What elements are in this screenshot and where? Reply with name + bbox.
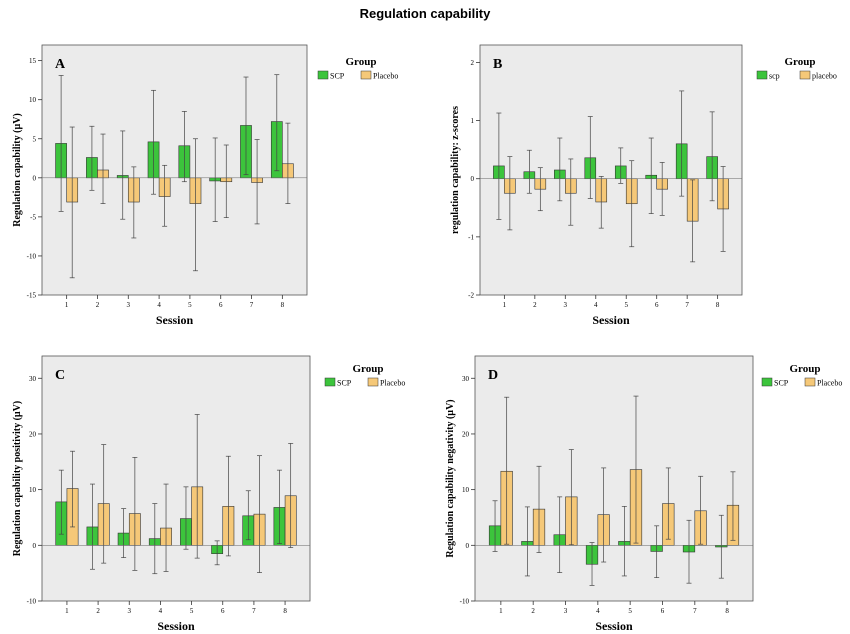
y-tick-label: -5 <box>30 213 36 221</box>
x-tick-label: 8 <box>283 607 287 615</box>
x-tick-label: 2 <box>531 607 535 615</box>
plot-area <box>41 355 311 602</box>
panel-label: C <box>55 368 65 383</box>
x-tick-label: 2 <box>96 301 100 309</box>
x-tick-label: 5 <box>628 607 632 615</box>
chart-panel-b: B -2 -1 0 1 2 regulation capability: z-scores S… <box>450 44 837 327</box>
x-tick-label: 3 <box>564 607 568 615</box>
y-tick-label: 2 <box>471 59 475 67</box>
x-tick-label: 5 <box>188 301 192 309</box>
y-tick-label: 10 <box>29 96 37 104</box>
x-tick-label: 7 <box>685 301 689 309</box>
chart-panel-c: C -10 0 10 20 30 Regulation capability positiv… <box>12 355 405 633</box>
y-axis-label: regulation capability: z-scores <box>450 106 461 234</box>
legend-swatch-scp <box>324 377 336 387</box>
x-tick-label: 3 <box>127 301 131 309</box>
y-tick-label: 15 <box>29 57 37 65</box>
x-tick-label: 6 <box>655 301 659 309</box>
legend-swatch-scp <box>317 70 329 80</box>
legend-swatch-placebo <box>804 377 816 387</box>
x-tick-label: 6 <box>219 301 223 309</box>
y-tick-label: 0 <box>471 175 475 183</box>
legend-entry: SCP <box>337 379 352 388</box>
y-tick-label: -2 <box>468 292 474 300</box>
x-axis-label: Session <box>156 313 194 327</box>
x-tick-label: 6 <box>221 607 225 615</box>
panel-label: D <box>488 368 498 383</box>
x-tick-label: 8 <box>281 301 285 309</box>
x-tick-label: 1 <box>65 607 69 615</box>
legend-swatch-scp <box>756 70 768 80</box>
x-tick-label: 8 <box>716 301 720 309</box>
y-tick-label: 20 <box>29 430 37 438</box>
y-axis-label: Regulation capability (µV) <box>12 113 23 227</box>
legend-entry: Placebo <box>817 379 842 388</box>
x-tick-label: 1 <box>65 301 69 309</box>
legend-title: Group <box>346 56 377 68</box>
y-tick-label: -10 <box>27 252 37 260</box>
x-tick-label: 8 <box>725 607 729 615</box>
legend-entry: SCP <box>774 379 789 388</box>
y-tick-label: 0 <box>33 542 37 550</box>
legend-swatch-placebo <box>799 70 811 80</box>
y-tick-label: 30 <box>462 375 470 383</box>
legend-title: Group <box>785 56 816 68</box>
x-tick-label: 4 <box>159 607 163 615</box>
x-tick-label: 3 <box>128 607 132 615</box>
x-tick-label: 2 <box>96 607 100 615</box>
x-tick-label: 5 <box>624 301 628 309</box>
panel-label: A <box>55 57 66 72</box>
x-tick-label: 1 <box>499 607 503 615</box>
legend-entry: scp <box>769 72 780 81</box>
plot-area <box>474 355 754 602</box>
y-tick-label: 0 <box>33 174 37 182</box>
legend-swatch-placebo <box>360 70 372 80</box>
x-tick-label: 3 <box>564 301 568 309</box>
x-tick-label: 4 <box>594 301 598 309</box>
y-tick-label: 0 <box>466 542 470 550</box>
legend-swatch-placebo <box>367 377 379 387</box>
legend-swatch-scp <box>761 377 773 387</box>
x-axis-label: Session <box>595 619 633 633</box>
y-tick-label: -1 <box>468 233 474 241</box>
figure-title: Regulation capability <box>359 6 491 21</box>
y-tick-label: -10 <box>27 598 37 606</box>
legend-title: Group <box>790 363 821 375</box>
plot-area <box>479 44 743 296</box>
x-tick-label: 2 <box>533 301 537 309</box>
x-axis-label: Session <box>157 619 195 633</box>
y-axis-label: Regulation capability negativity (µV) <box>445 399 456 557</box>
legend-entry: Placebo <box>373 72 398 81</box>
legend-title: Group <box>353 363 384 375</box>
y-tick-label: 10 <box>29 486 37 494</box>
x-tick-label: 7 <box>252 607 256 615</box>
x-tick-label: 6 <box>661 607 665 615</box>
x-tick-label: 7 <box>250 301 254 309</box>
y-tick-label: -15 <box>27 292 37 300</box>
x-tick-label: 4 <box>157 301 161 309</box>
panel-label: B <box>493 57 502 72</box>
y-tick-label: 20 <box>462 430 470 438</box>
x-tick-label: 4 <box>596 607 600 615</box>
y-axis-label: Regulation capability positivity (µV) <box>12 401 23 557</box>
x-axis-label: Session <box>592 313 630 327</box>
x-tick-label: 7 <box>693 607 697 615</box>
legend-entry: SCP <box>330 72 345 81</box>
y-tick-label: 1 <box>471 117 475 125</box>
y-tick-label: 10 <box>462 486 470 494</box>
legend-entry: placebo <box>812 72 837 81</box>
x-tick-label: 1 <box>503 301 507 309</box>
x-tick-label: 5 <box>190 607 194 615</box>
y-tick-label: 5 <box>33 135 37 143</box>
plot-area <box>41 44 308 296</box>
y-tick-label: -10 <box>460 598 470 606</box>
y-tick-label: 30 <box>29 375 37 383</box>
legend-entry: Placebo <box>380 379 405 388</box>
chart-panel-d: D -10 0 10 20 30 Regulation capability negativ… <box>445 355 842 633</box>
